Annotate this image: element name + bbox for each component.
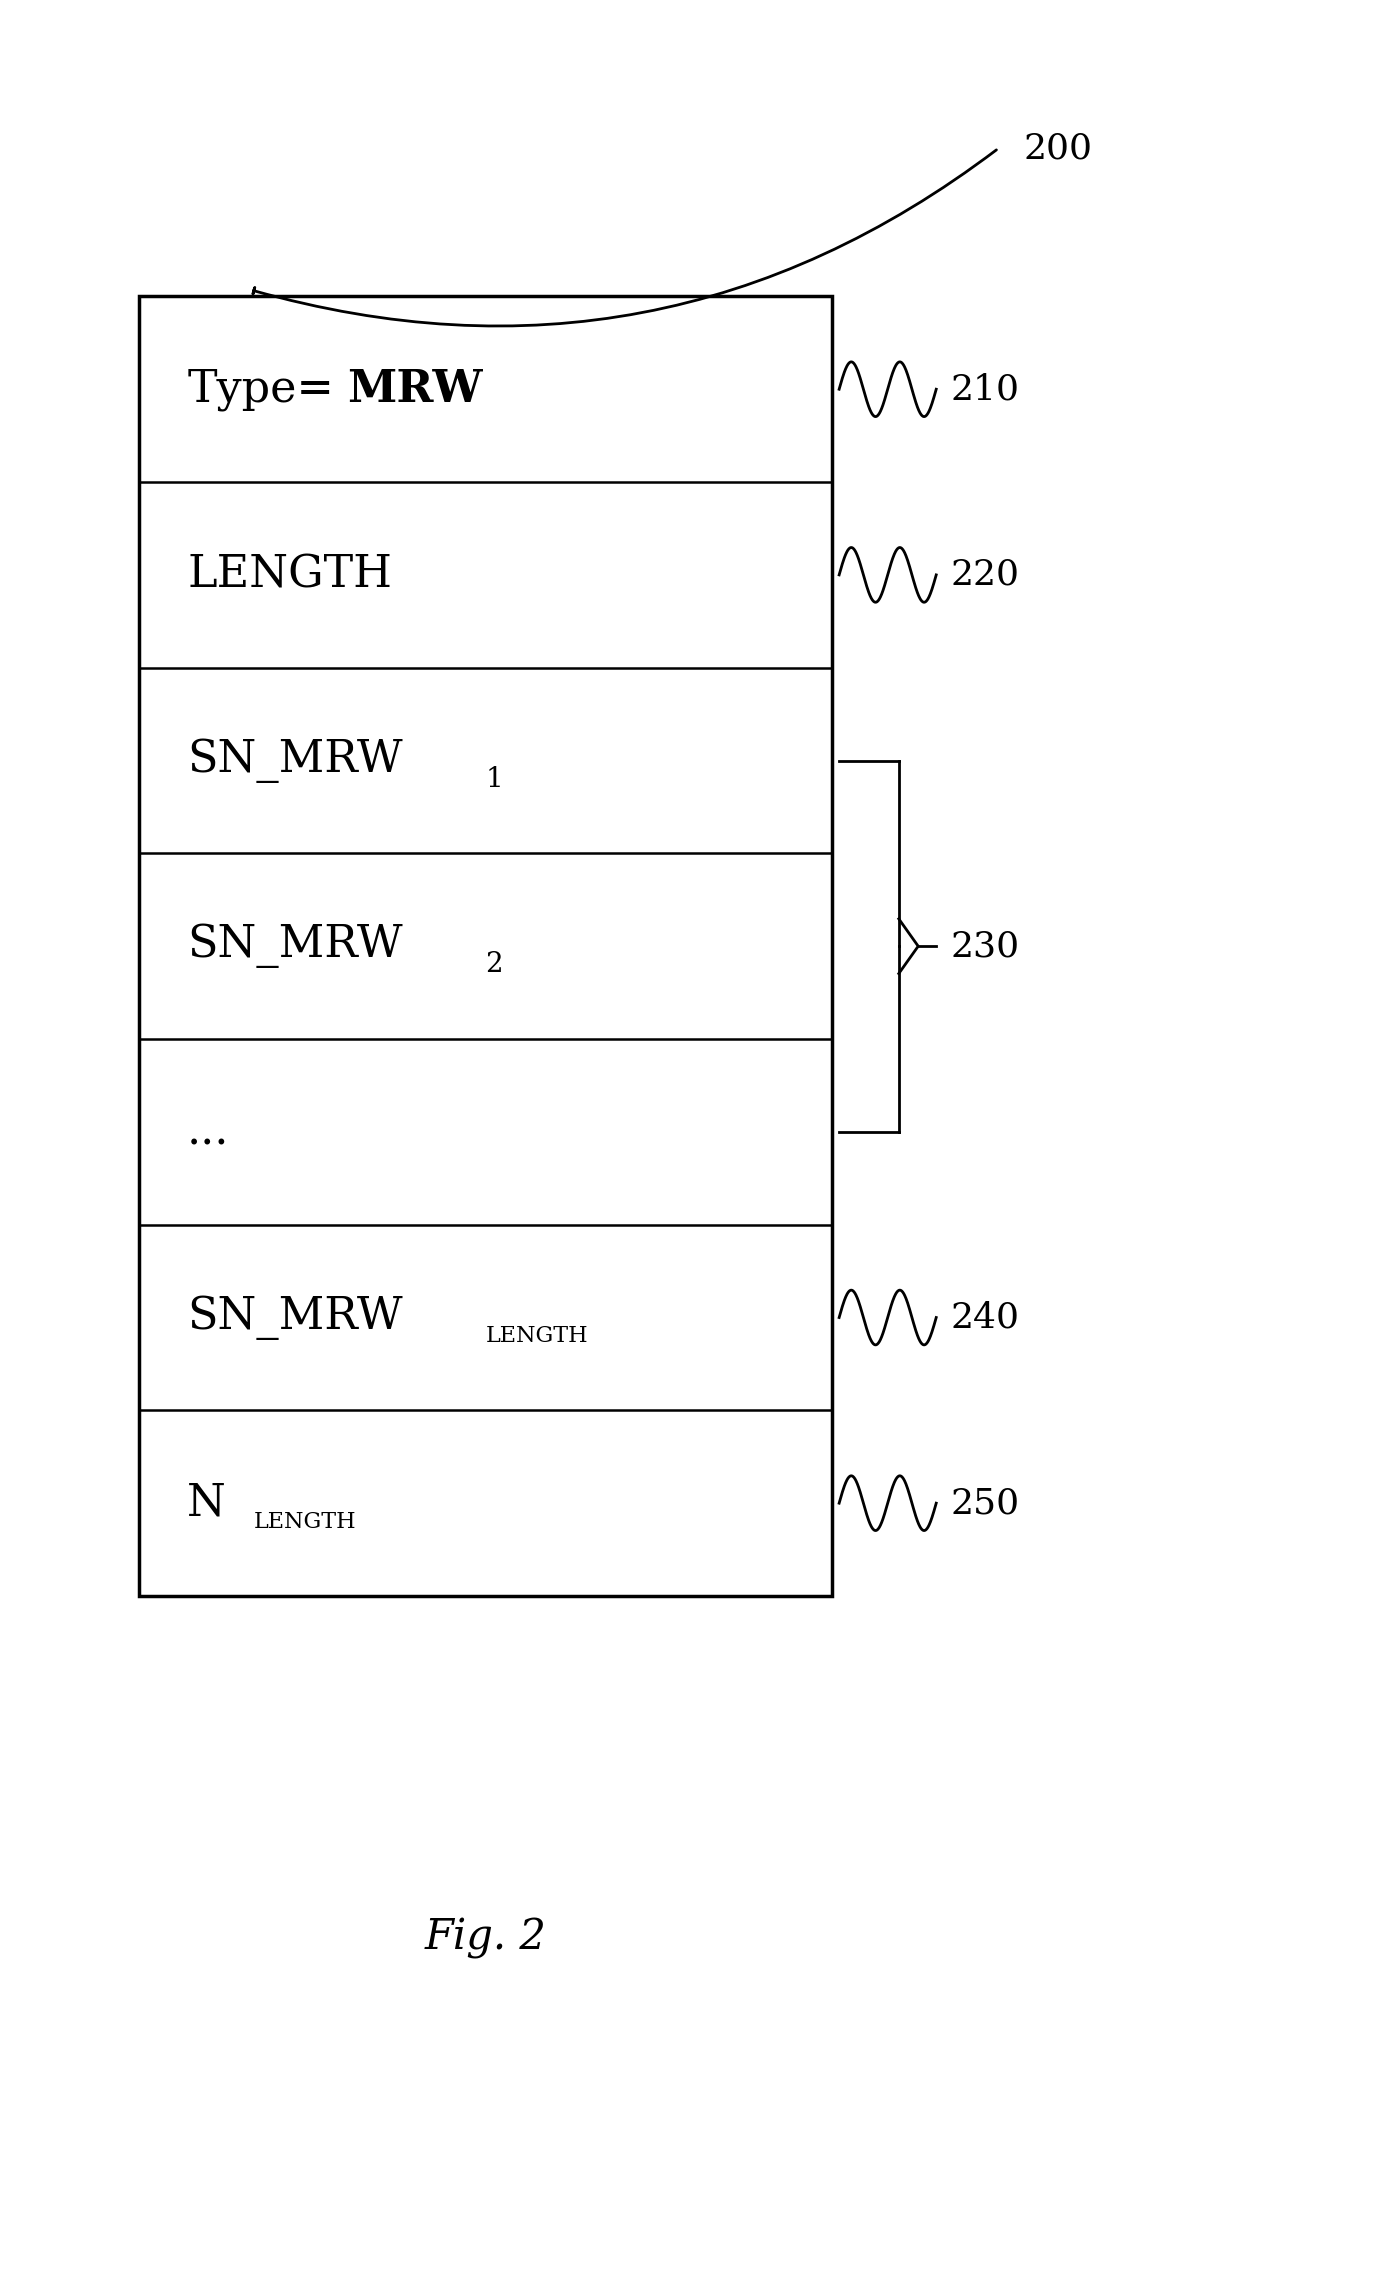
Bar: [139, 296, 832, 1596]
Text: 250: 250: [950, 1487, 1019, 1521]
Text: SN_MRW: SN_MRW: [187, 1295, 402, 1341]
Text: 230: 230: [950, 930, 1019, 962]
Text: ...: ...: [187, 1110, 230, 1154]
Text: MRW: MRW: [347, 367, 483, 410]
Text: LENGTH: LENGTH: [187, 554, 393, 597]
Text: 240: 240: [950, 1300, 1019, 1334]
Text: N: N: [187, 1482, 226, 1525]
Text: Fig. 2: Fig. 2: [424, 1917, 546, 1959]
Text: LENGTH: LENGTH: [254, 1512, 356, 1532]
Text: SN_MRW: SN_MRW: [187, 739, 402, 782]
Text: SN_MRW: SN_MRW: [187, 923, 402, 969]
Text: 1: 1: [485, 766, 503, 793]
Text: Type=: Type=: [187, 367, 334, 410]
Text: 2: 2: [485, 951, 503, 978]
Text: 200: 200: [1024, 132, 1093, 164]
Text: LENGTH: LENGTH: [485, 1325, 588, 1347]
Text: 220: 220: [950, 559, 1019, 593]
Text: 210: 210: [950, 372, 1019, 406]
